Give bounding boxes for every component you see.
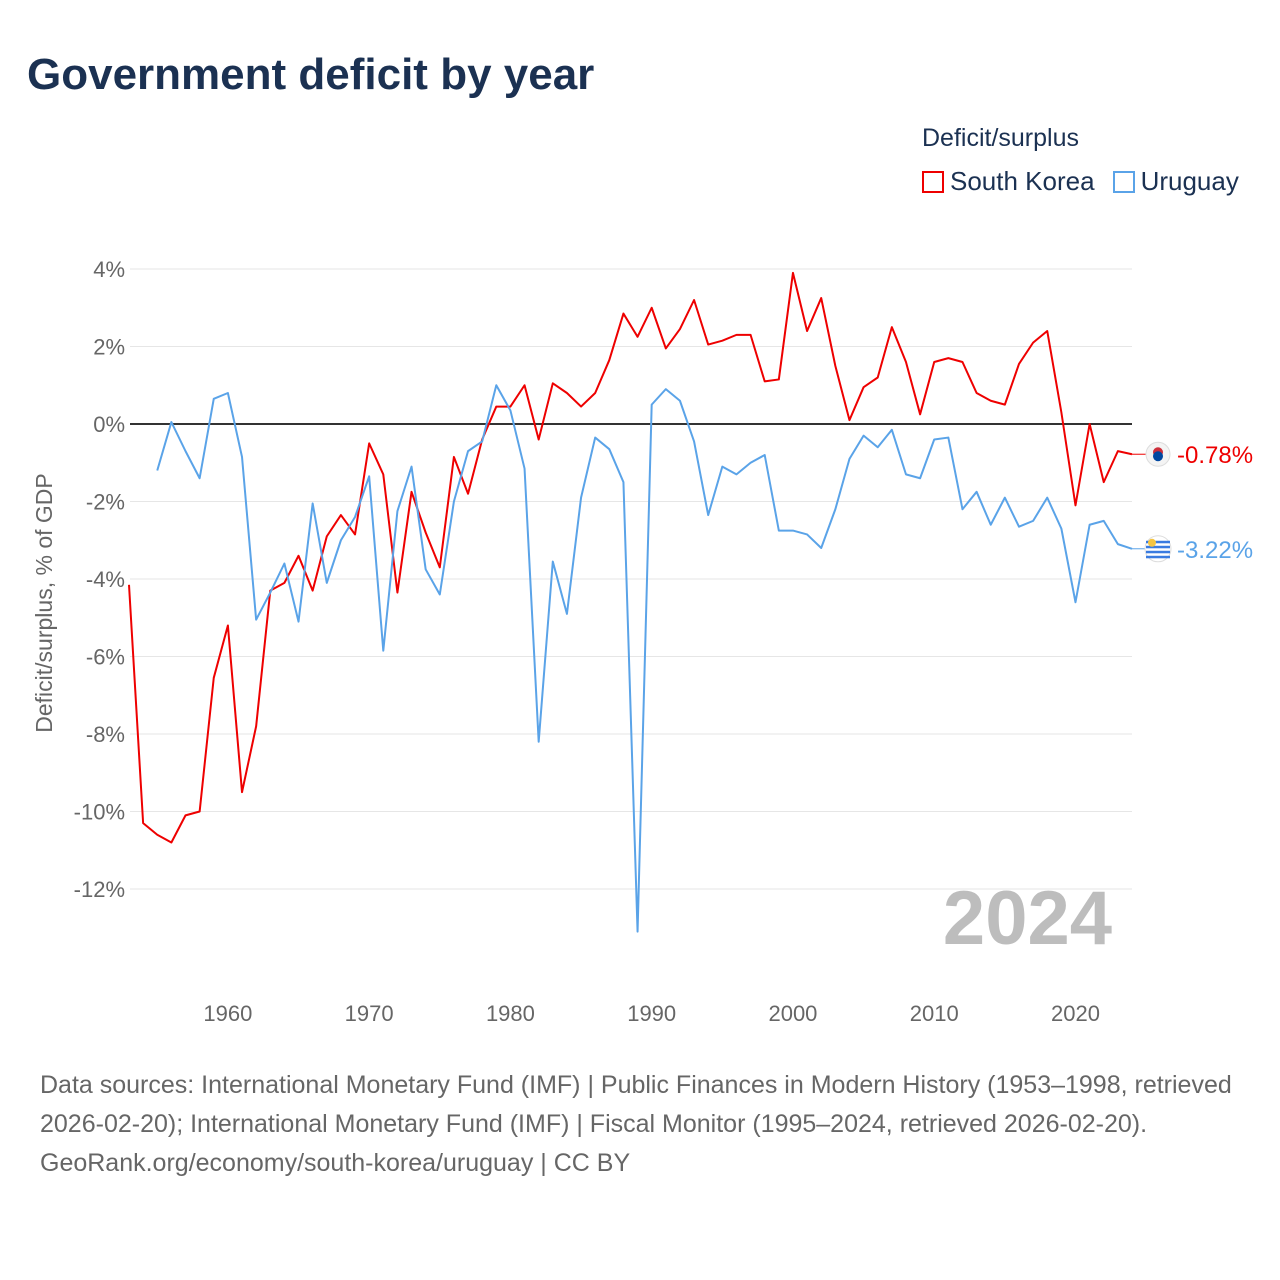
end-value-label: -3.22% [1177, 537, 1253, 564]
series-line-uruguay [156, 384, 1133, 933]
y-tick-label: -4% [86, 567, 125, 592]
y-tick-label: 0% [93, 412, 125, 437]
data-sources: Data sources: International Monetary Fun… [40, 1071, 1232, 1138]
flag-sun [1148, 538, 1156, 547]
legend-item-uruguay[interactable]: Uruguay [1112, 166, 1239, 197]
year-label: 2024 [943, 876, 1112, 961]
y-tick-label: -8% [86, 722, 125, 747]
x-tick-label: 1970 [345, 1001, 394, 1026]
footer: Data sources: International Monetary Fun… [40, 1066, 1240, 1183]
flag-taegeuk-blue [1153, 451, 1163, 462]
legend-label: South Korea [950, 166, 1095, 196]
y-tick-label: 2% [93, 335, 125, 360]
flag-stripe [1146, 550, 1170, 554]
flag-stripe [1146, 540, 1170, 544]
x-tick-label: 2010 [910, 1001, 959, 1026]
y-tick-label: -12% [74, 877, 125, 902]
y-tick-label: -6% [86, 645, 125, 670]
x-tick-label: 2020 [1051, 1001, 1100, 1026]
x-tick-label: 1990 [627, 1001, 676, 1026]
legend-label: Uruguay [1140, 166, 1239, 196]
flag-stripe [1146, 555, 1170, 559]
y-tick-label: -10% [74, 800, 125, 825]
series-line-south-korea [128, 271, 1133, 844]
y-tick-label: -2% [86, 490, 125, 515]
x-tick-label: 1960 [203, 1001, 252, 1026]
y-tick-label: 4% [93, 257, 125, 282]
legend-item-south-korea[interactable]: South Korea [922, 166, 1095, 197]
end-value-label: -0.78% [1177, 442, 1253, 469]
credit-link[interactable]: GeoRank.org/economy/south-korea/uruguay … [40, 1149, 631, 1177]
x-tick-label: 1980 [486, 1001, 535, 1026]
legend-title: Deficit/surplus [922, 124, 1079, 152]
legend-swatch [1112, 170, 1135, 193]
y-axis-label: Deficit/surplus, % of GDP [31, 473, 57, 732]
chart-title: Government deficit by year [27, 50, 595, 99]
legend: South Korea Uruguay [922, 166, 1239, 197]
flag-stripe [1146, 545, 1170, 549]
x-tick-label: 2000 [768, 1001, 817, 1026]
legend-swatch [922, 170, 944, 193]
